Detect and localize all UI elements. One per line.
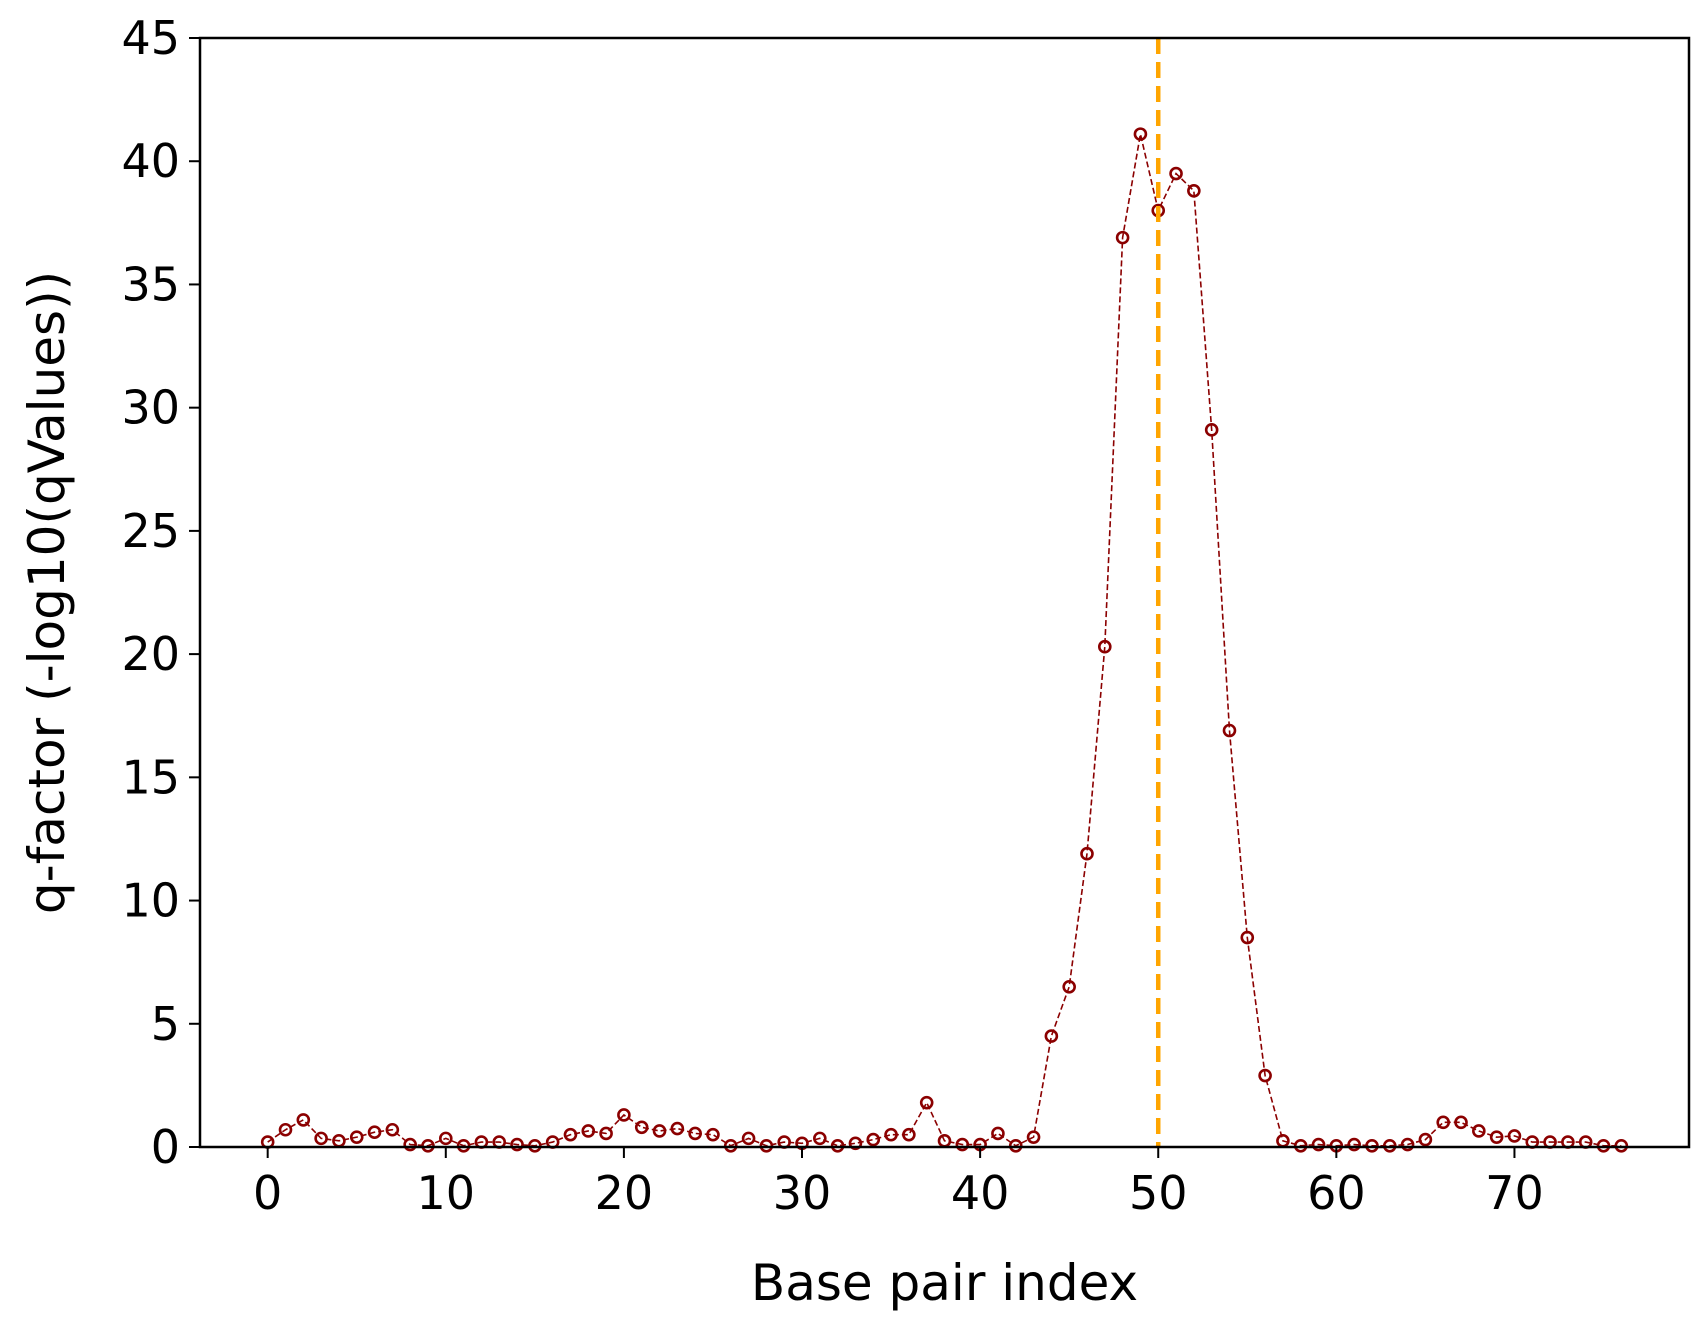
data-point [385, 1122, 400, 1137]
data-point [1472, 1124, 1486, 1138]
data-point [866, 1132, 881, 1147]
data-point [581, 1124, 596, 1138]
data-point [599, 1126, 613, 1141]
data-point [1311, 1137, 1326, 1152]
data-point [902, 1127, 916, 1142]
plot-area [260, 38, 1629, 1153]
y-tick-label: 30 [121, 381, 180, 435]
data-point [1204, 423, 1219, 437]
data-point [688, 1126, 702, 1141]
data-point [991, 1126, 1005, 1141]
data-point [349, 1130, 364, 1144]
y-tick-label: 0 [151, 1120, 180, 1174]
data-point [1097, 639, 1112, 654]
data-point [884, 1127, 898, 1142]
y-tick-label: 15 [121, 750, 180, 804]
data-point [955, 1137, 970, 1152]
y-tick-label: 45 [121, 11, 180, 65]
x-tick-label: 40 [951, 1166, 1010, 1220]
x-tick-label: 60 [1307, 1166, 1366, 1220]
data-point [563, 1127, 578, 1142]
data-point [1222, 723, 1237, 738]
y-axis: 0 5 10 15 20 25 30 35 40 45 [121, 11, 200, 1174]
data-point [403, 1137, 417, 1152]
data-point [1240, 930, 1255, 945]
x-tick-label: 50 [1129, 1166, 1188, 1220]
y-tick-label: 20 [121, 627, 180, 681]
data-point [634, 1120, 649, 1135]
x-axis: 0 10 20 30 40 50 60 70 [253, 1147, 1544, 1220]
data-point [1080, 846, 1094, 861]
data-point [1062, 980, 1076, 994]
data-point [617, 1108, 631, 1122]
data-point [706, 1127, 720, 1142]
plot-frame [198, 36, 1691, 1149]
data-point [1044, 1029, 1059, 1043]
data-point [314, 1131, 328, 1146]
data-point [848, 1136, 863, 1151]
y-axis-title: q-factor (-log10(qValues)) [18, 271, 76, 914]
series-line [267, 133, 1622, 1147]
data-point [438, 1131, 453, 1146]
x-tick-label: 70 [1485, 1166, 1544, 1220]
data-point [1187, 183, 1201, 198]
data-point [1436, 1115, 1451, 1130]
data-point [1454, 1115, 1468, 1130]
y-tick-label: 5 [151, 997, 180, 1051]
x-tick-label: 20 [595, 1166, 654, 1220]
data-point [919, 1095, 934, 1110]
data-point [1026, 1130, 1041, 1144]
data-point [1258, 1068, 1272, 1083]
data-point [1347, 1137, 1361, 1152]
data-point [278, 1122, 293, 1137]
x-axis-title: Base pair index [751, 1254, 1138, 1312]
y-tick-label: 40 [121, 134, 180, 188]
data-point [813, 1131, 827, 1146]
x-tick-label: 10 [417, 1166, 476, 1220]
data-point [367, 1125, 382, 1140]
data-point [1418, 1132, 1433, 1147]
data-point [1507, 1129, 1522, 1143]
y-tick-label: 10 [121, 874, 180, 928]
data-point [1169, 166, 1183, 181]
data-point [1115, 230, 1130, 245]
data-point [510, 1137, 524, 1152]
data-point [652, 1124, 667, 1138]
y-tick-label: 35 [121, 257, 180, 311]
data-point [741, 1131, 756, 1146]
data-point [1400, 1137, 1415, 1152]
x-tick-label: 0 [253, 1166, 282, 1220]
y-tick-label: 25 [121, 504, 180, 558]
x-tick-label: 30 [773, 1166, 832, 1220]
data-point [670, 1121, 685, 1136]
data-point [1489, 1130, 1504, 1144]
data-point [296, 1113, 311, 1127]
data-point [1133, 127, 1148, 141]
